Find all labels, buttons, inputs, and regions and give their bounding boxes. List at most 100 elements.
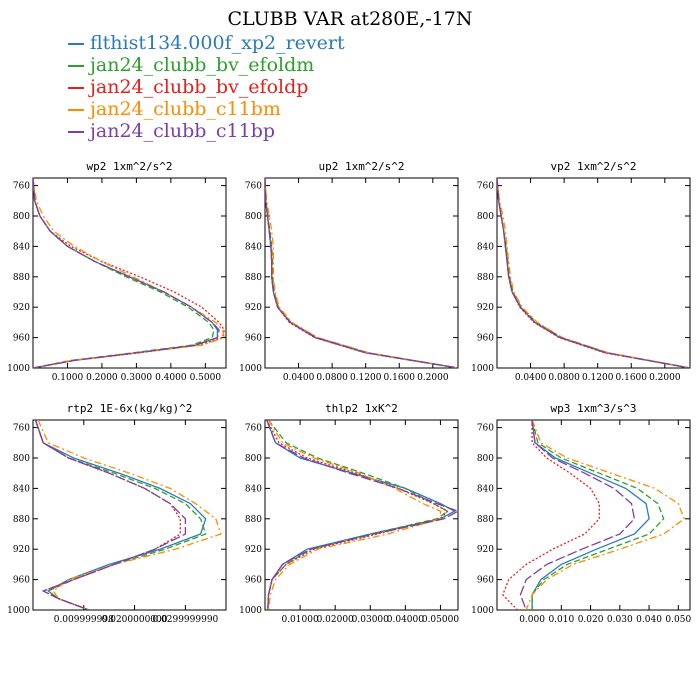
y-tick-label: 880 bbox=[13, 515, 30, 525]
y-tick-label: 840 bbox=[245, 242, 262, 252]
series-line bbox=[266, 420, 449, 610]
panel-title: rtp2 1E-6x(kg/kg)^2 bbox=[67, 402, 193, 415]
x-tick-label: 0.3000 bbox=[121, 373, 153, 383]
y-tick-label: 800 bbox=[477, 212, 494, 222]
x-tick-label: 0.0400 bbox=[515, 373, 547, 383]
legend-entry: jan24_clubb_bv_efoldm bbox=[68, 54, 345, 76]
legend-entry: jan24_clubb_c11bm bbox=[68, 98, 345, 120]
legend-label: jan24_clubb_c11bm bbox=[90, 98, 281, 120]
y-tick-label: 880 bbox=[13, 273, 30, 283]
plot-frame bbox=[264, 419, 459, 611]
series-line bbox=[33, 178, 225, 368]
y-tick-label: 960 bbox=[13, 334, 30, 344]
x-tick-label: 0.1600 bbox=[616, 373, 648, 383]
series-line bbox=[34, 420, 187, 610]
y-tick-label: 800 bbox=[245, 212, 262, 222]
series-line bbox=[502, 420, 600, 610]
x-tick-label: 0.1200 bbox=[350, 373, 382, 383]
series-line bbox=[266, 420, 458, 610]
y-tick-label: 800 bbox=[13, 454, 30, 464]
y-tick-label: 1000 bbox=[239, 364, 262, 374]
x-tick-label: 0.0299999990 bbox=[152, 615, 218, 625]
series-line bbox=[497, 178, 690, 368]
x-tick-label: 0.000 bbox=[519, 615, 545, 625]
x-tick-label: 0.1000 bbox=[52, 373, 84, 383]
panel-title: thlp2 1xK^2 bbox=[325, 402, 398, 415]
series-line bbox=[265, 178, 458, 368]
y-tick-label: 960 bbox=[245, 334, 262, 344]
plot-frame bbox=[496, 419, 691, 611]
y-tick-label: 1000 bbox=[7, 364, 30, 374]
y-tick-label: 760 bbox=[13, 182, 30, 192]
series-line bbox=[37, 420, 222, 610]
x-tick-label: 0.0800 bbox=[316, 373, 348, 383]
series-line bbox=[265, 178, 458, 368]
x-tick-label: 0.020 bbox=[578, 615, 604, 625]
y-tick-label: 840 bbox=[13, 484, 30, 494]
y-tick-label: 920 bbox=[13, 303, 30, 313]
legend: flthist134.000f_xp2_revert jan24_clubb_b… bbox=[68, 32, 345, 142]
series-line bbox=[265, 178, 458, 368]
y-tick-label: 800 bbox=[245, 454, 262, 464]
series-line bbox=[34, 420, 207, 610]
y-tick-label: 880 bbox=[477, 273, 494, 283]
legend-swatch bbox=[68, 43, 84, 45]
series-line bbox=[265, 178, 458, 368]
plot-frame bbox=[32, 177, 227, 369]
panel-title: up2 1xm^2/s^2 bbox=[318, 160, 404, 173]
y-tick-label: 880 bbox=[245, 273, 262, 283]
legend-label: jan24_clubb_bv_efoldm bbox=[90, 54, 315, 76]
series-line bbox=[265, 178, 458, 368]
y-tick-label: 1000 bbox=[471, 364, 494, 374]
panel-title: wp2 1xm^2/s^2 bbox=[86, 160, 172, 173]
plot-frame bbox=[264, 177, 459, 369]
y-tick-label: 920 bbox=[245, 545, 262, 555]
y-tick-label: 920 bbox=[13, 545, 30, 555]
x-tick-label: 0.050 bbox=[665, 615, 691, 625]
x-tick-label: 0.4000 bbox=[155, 373, 187, 383]
x-tick-label: 0.030 bbox=[607, 615, 633, 625]
x-tick-label: 0.05000 bbox=[422, 615, 459, 625]
series-line bbox=[267, 420, 442, 610]
x-tick-label: 0.2000 bbox=[649, 373, 681, 383]
legend-swatch bbox=[68, 65, 84, 67]
legend-entry: jan24_clubb_bv_efoldp bbox=[68, 76, 345, 98]
series-line bbox=[497, 178, 690, 368]
y-tick-label: 760 bbox=[13, 424, 30, 434]
series-line bbox=[267, 420, 449, 610]
y-tick-label: 800 bbox=[477, 454, 494, 464]
plot-frame bbox=[496, 177, 691, 369]
y-tick-label: 1000 bbox=[7, 606, 30, 616]
y-tick-label: 920 bbox=[477, 303, 494, 313]
legend-label: jan24_clubb_bv_efoldp bbox=[90, 76, 309, 98]
y-tick-label: 920 bbox=[477, 545, 494, 555]
x-tick-label: 0.2000 bbox=[86, 373, 118, 383]
series-line bbox=[33, 178, 226, 368]
panel-title: vp2 1xm^2/s^2 bbox=[550, 160, 636, 173]
legend-label: flthist134.000f_xp2_revert bbox=[90, 32, 345, 54]
x-tick-label: 0.02000 bbox=[317, 615, 354, 625]
legend-label: jan24_clubb_c11bp bbox=[90, 120, 276, 142]
plot-frame bbox=[32, 419, 227, 611]
y-tick-label: 760 bbox=[245, 182, 262, 192]
x-tick-label: 0.01000 bbox=[281, 615, 318, 625]
x-tick-label: 0.040 bbox=[636, 615, 662, 625]
legend-entry: flthist134.000f_xp2_revert bbox=[68, 32, 345, 54]
x-tick-label: 0.0400 bbox=[283, 373, 315, 383]
series-line bbox=[531, 420, 650, 610]
y-tick-label: 960 bbox=[245, 576, 262, 586]
y-tick-label: 1000 bbox=[239, 606, 262, 616]
y-tick-label: 960 bbox=[477, 576, 494, 586]
y-tick-label: 880 bbox=[477, 515, 494, 525]
y-tick-label: 760 bbox=[477, 182, 494, 192]
y-tick-label: 800 bbox=[13, 212, 30, 222]
figure-title: CLUBB VAR at280E,-17N bbox=[227, 8, 473, 30]
y-tick-label: 840 bbox=[245, 484, 262, 494]
y-tick-label: 960 bbox=[477, 334, 494, 344]
y-tick-label: 840 bbox=[477, 242, 494, 252]
series-line bbox=[497, 178, 690, 368]
x-tick-label: 0.010 bbox=[548, 615, 574, 625]
series-line bbox=[531, 420, 665, 610]
